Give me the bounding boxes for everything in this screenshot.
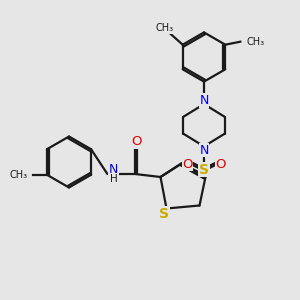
Text: N: N: [199, 143, 209, 157]
Text: CH₃: CH₃: [246, 37, 264, 47]
Text: CH₃: CH₃: [156, 23, 174, 33]
Text: O: O: [131, 135, 142, 148]
Text: O: O: [215, 158, 226, 171]
Text: CH₃: CH₃: [9, 170, 27, 180]
Text: S: S: [199, 163, 209, 176]
Text: O: O: [182, 158, 193, 171]
Text: S: S: [159, 207, 169, 221]
Text: N: N: [199, 94, 209, 107]
Text: N: N: [109, 163, 118, 176]
Text: H: H: [110, 173, 117, 184]
